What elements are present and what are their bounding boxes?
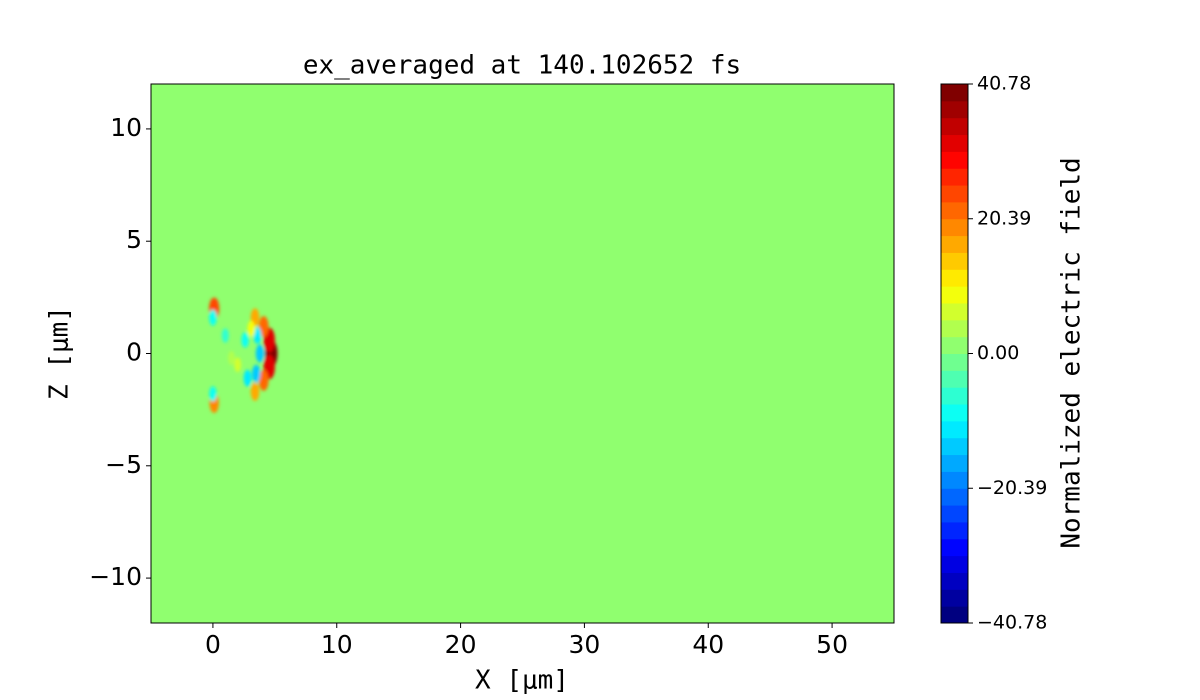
x-axis-label: X [μm] xyxy=(475,666,569,696)
colorbar-band xyxy=(941,420,968,439)
colorbar-band xyxy=(941,185,968,203)
colorbar-band xyxy=(941,336,968,354)
colorbar-band xyxy=(941,235,968,253)
colorbar-band xyxy=(941,589,968,607)
colorbar-band xyxy=(941,252,968,270)
field-feature xyxy=(250,382,260,401)
colorbar-band xyxy=(941,387,968,405)
x-tick-label: 10 xyxy=(321,630,353,659)
colorbar-band xyxy=(941,353,968,371)
colorbar-band xyxy=(941,84,968,102)
colorbar-band xyxy=(941,488,968,506)
y-tick-label: 0 xyxy=(126,338,142,367)
colorbar-tick-label: 0.00 xyxy=(977,342,1019,364)
field-feature xyxy=(209,309,217,326)
field-feature xyxy=(258,316,269,337)
field-feature xyxy=(247,320,256,337)
colorbar-band xyxy=(941,505,968,523)
y-tick-label: 5 xyxy=(126,225,142,254)
colorbar-band xyxy=(941,269,968,287)
colorbar-band xyxy=(941,151,968,169)
colorbar-tick-label: 40.78 xyxy=(977,73,1031,95)
colorbar-band xyxy=(941,555,968,573)
colorbar-band xyxy=(941,521,968,540)
colorbar-band xyxy=(941,168,968,186)
field-feature xyxy=(241,332,249,348)
y-tick-label: −5 xyxy=(105,450,142,479)
field-feature xyxy=(209,386,217,402)
colorbar-tick-label: −20.39 xyxy=(977,477,1047,499)
field-feature xyxy=(221,328,229,343)
colorbar-band xyxy=(941,404,968,422)
field-feature xyxy=(253,327,262,344)
colorbar-band xyxy=(941,319,968,338)
chart-title: ex_averaged at 140.102652 fs xyxy=(303,51,741,81)
field-feature xyxy=(228,350,235,365)
y-tick-label: −10 xyxy=(89,562,142,591)
colorbar-band xyxy=(941,302,968,321)
field-feature xyxy=(255,344,265,363)
field-feature xyxy=(234,357,242,372)
colorbar-tick-label: −40.78 xyxy=(977,612,1047,634)
x-tick-label: 50 xyxy=(816,630,848,659)
colorbar-band xyxy=(941,471,968,489)
x-tick-label: 30 xyxy=(569,630,601,659)
colorbar-band xyxy=(941,134,968,152)
colorbar-band xyxy=(941,100,968,119)
colorbar-band xyxy=(941,437,968,456)
colorbar-band xyxy=(941,117,968,136)
field-feature xyxy=(243,369,252,387)
colorbar-band xyxy=(941,454,968,472)
x-tick-label: 20 xyxy=(445,630,477,659)
colorbar-band xyxy=(941,218,968,237)
colorbar-band xyxy=(941,201,968,220)
field xyxy=(209,297,278,413)
colorbar-tick-label: 20.39 xyxy=(977,207,1031,229)
colorbar-band xyxy=(941,370,968,388)
colorbar-band xyxy=(941,286,968,304)
plot-frame xyxy=(150,83,895,624)
colorbar-band xyxy=(941,606,968,624)
colorbar-band xyxy=(941,572,968,590)
colorbar-band xyxy=(941,538,968,557)
field-feature xyxy=(252,364,261,383)
field-feature xyxy=(258,370,269,391)
y-axis-label: Z [μm] xyxy=(45,306,75,400)
y-tick-label: 10 xyxy=(110,113,142,142)
x-tick-label: 0 xyxy=(205,630,221,659)
x-tick-label: 40 xyxy=(692,630,724,659)
colorbar-label: Normalized electric field xyxy=(1057,157,1087,548)
